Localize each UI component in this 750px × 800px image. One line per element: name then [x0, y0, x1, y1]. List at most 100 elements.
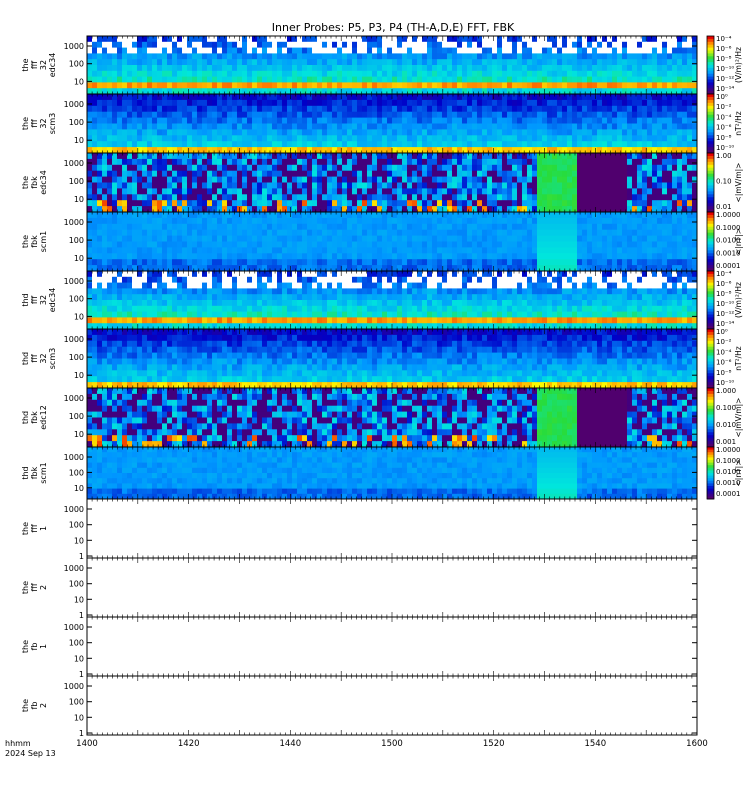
heatmap-cell — [632, 53, 638, 60]
heatmap-cell — [217, 129, 223, 136]
heatmap-cell — [107, 76, 113, 83]
heatmap-cell — [582, 88, 588, 95]
heatmap-cell — [482, 147, 488, 154]
heatmap-cell — [467, 47, 473, 54]
heatmap-cell — [392, 59, 398, 66]
heatmap-cell — [607, 117, 613, 124]
heatmap-cell — [517, 70, 523, 77]
heatmap-cell — [162, 212, 168, 219]
heatmap-cell — [282, 129, 288, 136]
heatmap-cell — [162, 235, 168, 242]
heatmap-cell — [357, 164, 363, 172]
heatmap-cell — [367, 117, 373, 124]
heatmap-cell — [577, 41, 583, 48]
heatmap-cell — [452, 170, 458, 177]
colorbar-segment — [707, 88, 714, 92]
heatmap-cell — [477, 94, 483, 101]
heatmap-cell — [692, 206, 698, 213]
heatmap-cell — [227, 36, 233, 43]
heatmap-cell — [532, 70, 538, 77]
heatmap-cell — [527, 170, 533, 177]
heatmap-cell — [147, 229, 153, 236]
heatmap-cell — [212, 229, 218, 236]
heatmap-cell — [157, 206, 163, 213]
heatmap-cell — [97, 129, 103, 136]
heatmap-cell — [272, 94, 278, 101]
heatmap-cell — [452, 141, 458, 148]
heatmap-cell — [367, 206, 373, 213]
heatmap-cell — [497, 170, 503, 177]
heatmap-cell — [557, 200, 563, 207]
heatmap-cell — [292, 200, 298, 207]
heatmap-cell — [657, 36, 663, 43]
heatmap-cell — [287, 59, 293, 66]
heatmap-cell — [657, 70, 663, 77]
heatmap-cell — [177, 117, 183, 124]
heatmap-cell — [267, 223, 273, 231]
heatmap-cell — [672, 53, 678, 60]
heatmap-cell — [157, 253, 163, 260]
y-tick-label: 10 — [74, 136, 84, 145]
heatmap-cell — [307, 129, 313, 136]
heatmap-cell — [462, 188, 468, 195]
heatmap-cell — [482, 47, 488, 54]
heatmap-cell — [532, 47, 538, 54]
heatmap-cell — [222, 200, 228, 207]
heatmap-cell — [462, 153, 468, 160]
heatmap-cell — [472, 123, 478, 130]
heatmap-cell — [282, 117, 288, 124]
heatmap-cell — [677, 141, 683, 148]
colorbar-segment — [707, 123, 714, 127]
heatmap-cell — [112, 212, 118, 219]
heatmap-cell — [427, 123, 433, 130]
heatmap-cell — [237, 111, 243, 118]
heatmap-cell — [117, 111, 123, 118]
heatmap-cell — [332, 47, 338, 54]
heatmap-cell — [87, 123, 93, 130]
heatmap-cell — [557, 147, 563, 154]
heatmap-cell — [207, 241, 213, 248]
heatmap-cell — [552, 94, 558, 101]
heatmap-cell — [167, 70, 173, 77]
heatmap-cell — [187, 82, 193, 89]
heatmap-cell — [122, 247, 128, 254]
heatmap-cell — [417, 88, 423, 95]
heatmap-cell — [602, 117, 608, 124]
heatmap-cell — [677, 188, 683, 195]
heatmap-cell — [87, 223, 93, 231]
heatmap-cell — [277, 247, 283, 254]
heatmap-cell — [262, 200, 268, 207]
heatmap-cell — [212, 135, 218, 142]
heatmap-cell — [262, 241, 268, 248]
heatmap-cell — [592, 164, 598, 172]
heatmap-cell — [602, 158, 608, 166]
heatmap-cell — [337, 65, 343, 72]
heatmap-cell — [272, 105, 278, 113]
heatmap-cell — [297, 59, 303, 66]
heatmap-cell — [382, 170, 388, 177]
heatmap-cell — [432, 65, 438, 72]
heatmap-cell — [382, 147, 388, 154]
heatmap-cell — [342, 129, 348, 136]
heatmap-cell — [342, 88, 348, 95]
heatmap-cell — [282, 82, 288, 89]
heatmap-cell — [677, 76, 683, 83]
heatmap-cell — [217, 217, 223, 225]
heatmap-cell — [112, 147, 118, 154]
heatmap-cell — [122, 182, 128, 189]
heatmap-cell — [422, 36, 428, 43]
heatmap-cell — [172, 235, 178, 242]
heatmap-cell — [462, 36, 468, 43]
heatmap-cell — [127, 36, 133, 43]
heatmap-cell — [642, 117, 648, 124]
heatmap-cell — [607, 176, 613, 183]
heatmap-cell — [512, 123, 518, 130]
heatmap-cell — [362, 188, 368, 195]
heatmap-cell — [157, 153, 163, 160]
heatmap-cell — [352, 94, 358, 101]
heatmap-cell — [327, 99, 333, 107]
heatmap-cell — [162, 76, 168, 83]
heatmap-cell — [177, 235, 183, 242]
heatmap-cell — [672, 188, 678, 195]
heatmap-cell — [212, 36, 218, 43]
